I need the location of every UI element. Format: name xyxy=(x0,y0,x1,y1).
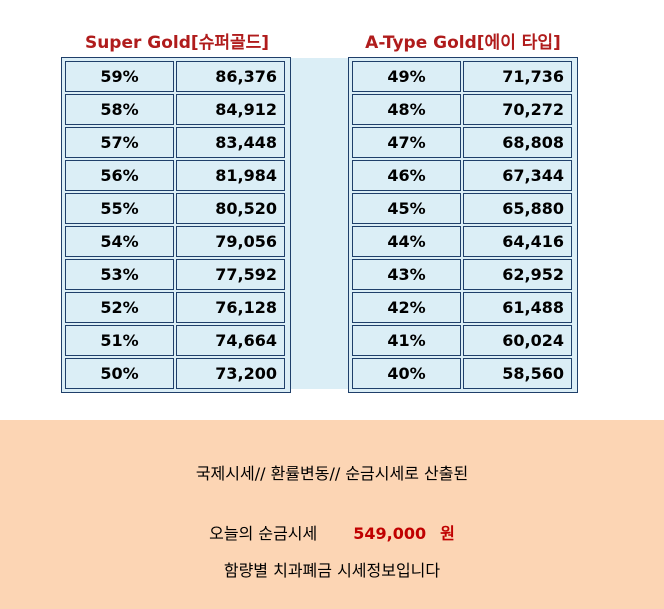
currency-unit: 원 xyxy=(440,524,455,543)
table-row: 49% 71,736 xyxy=(351,60,575,93)
price-value-cell: 67,344 xyxy=(463,160,572,191)
table-row: 42% 61,488 xyxy=(351,291,575,324)
purity-percent-cell: 58% xyxy=(65,94,174,125)
a-type-gold-title: A-Type Gold[에이 타입] xyxy=(365,33,561,53)
table-row: 59% 86,376 xyxy=(64,60,288,93)
price-value-cell: 76,128 xyxy=(176,292,285,323)
price-value-cell: 80,520 xyxy=(176,193,285,224)
footer-info-text: 함량별 치과폐금 시세정보입니다 xyxy=(223,561,441,580)
purity-percent-cell: 52% xyxy=(65,292,174,323)
purity-percent-cell: 50% xyxy=(65,358,174,389)
purity-percent-cell: 59% xyxy=(65,61,174,92)
purity-percent-cell: 41% xyxy=(352,325,461,356)
purity-percent-cell: 40% xyxy=(352,358,461,389)
price-value-cell: 77,592 xyxy=(176,259,285,290)
purity-percent-cell: 54% xyxy=(65,226,174,257)
purity-percent-cell: 56% xyxy=(65,160,174,191)
table-row: 51% 74,664 xyxy=(64,324,288,357)
todays-gold-price-line: 오늘의 순금시세 549,000 원 xyxy=(0,520,664,544)
table-row: 48% 70,272 xyxy=(351,93,575,126)
price-value-cell: 79,056 xyxy=(176,226,285,257)
a-type-gold-table: 49% 71,736 48% 70,272 47% 68,808 46% 67,344 45% 6… xyxy=(348,57,578,393)
table-row: 54% 79,056 xyxy=(64,225,288,258)
purity-percent-cell: 43% xyxy=(352,259,461,290)
table-row: 46% 67,344 xyxy=(351,159,575,192)
purity-percent-cell: 57% xyxy=(65,127,174,158)
purity-percent-cell: 48% xyxy=(352,94,461,125)
price-value-cell: 81,984 xyxy=(176,160,285,191)
price-value-cell: 84,912 xyxy=(176,94,285,125)
table-row: 58% 84,912 xyxy=(64,93,288,126)
price-value-cell: 86,376 xyxy=(176,61,285,92)
purity-percent-cell: 46% xyxy=(352,160,461,191)
purity-percent-cell: 55% xyxy=(65,193,174,224)
price-value-cell: 68,808 xyxy=(463,127,572,158)
purity-percent-cell: 53% xyxy=(65,259,174,290)
table-row: 40% 58,560 xyxy=(351,357,575,390)
footer-intro-text: 국제시세// 환률변동// 순금시세로 산출된 xyxy=(195,464,469,483)
purity-percent-cell: 42% xyxy=(352,292,461,323)
price-value-cell: 65,880 xyxy=(463,193,572,224)
table-row: 57% 83,448 xyxy=(64,126,288,159)
purity-percent-cell: 47% xyxy=(352,127,461,158)
price-value-cell: 74,664 xyxy=(176,325,285,356)
table-row: 50% 73,200 xyxy=(64,357,288,390)
price-value-cell: 73,200 xyxy=(176,358,285,389)
table-row: 56% 81,984 xyxy=(64,159,288,192)
table-row: 45% 65,880 xyxy=(351,192,575,225)
price-value-cell: 83,448 xyxy=(176,127,285,158)
purity-percent-cell: 51% xyxy=(65,325,174,356)
price-value-cell: 64,416 xyxy=(463,226,572,257)
table-row: 55% 80,520 xyxy=(64,192,288,225)
table-gap-fill xyxy=(289,58,349,389)
table-row: 47% 68,808 xyxy=(351,126,575,159)
table-row: 52% 76,128 xyxy=(64,291,288,324)
purity-percent-cell: 49% xyxy=(352,61,461,92)
table-row: 41% 60,024 xyxy=(351,324,575,357)
purity-percent-cell: 45% xyxy=(352,193,461,224)
price-value-cell: 58,560 xyxy=(463,358,572,389)
price-value-cell: 70,272 xyxy=(463,94,572,125)
purity-percent-cell: 44% xyxy=(352,226,461,257)
table-row: 53% 77,592 xyxy=(64,258,288,291)
super-gold-table: 59% 86,376 58% 84,912 57% 83,448 56% 81,984 55% 8… xyxy=(61,57,291,393)
table-row: 44% 64,416 xyxy=(351,225,575,258)
price-value-cell: 61,488 xyxy=(463,292,572,323)
gold-price-footer: 국제시세// 환률변동// 순금시세로 산출된 오늘의 순금시세 549,000 원… xyxy=(0,420,664,609)
table-row: 43% 62,952 xyxy=(351,258,575,291)
todays-gold-price-label: 오늘의 순금시세 xyxy=(209,524,318,543)
price-value-cell: 71,736 xyxy=(463,61,572,92)
super-gold-title: Super Gold[슈퍼골드] xyxy=(84,33,270,53)
price-value-cell: 60,024 xyxy=(463,325,572,356)
gold-price-value: 549,000 xyxy=(353,524,427,543)
price-value-cell: 62,952 xyxy=(463,259,572,290)
